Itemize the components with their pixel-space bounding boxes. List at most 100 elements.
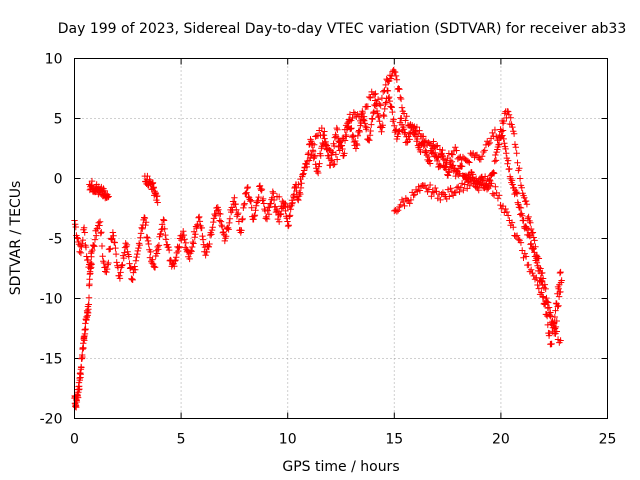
data-point [336, 147, 343, 154]
data-point [555, 302, 562, 309]
data-point [321, 128, 328, 135]
data-point [210, 215, 218, 222]
data-point [96, 218, 104, 225]
data-point [96, 222, 103, 229]
data-point [438, 151, 445, 158]
data-point [385, 93, 393, 101]
data-point [80, 224, 88, 231]
data-point [480, 148, 487, 156]
data-point [233, 206, 240, 213]
data-point [117, 269, 124, 276]
data-point [470, 180, 477, 188]
data-point [354, 132, 362, 139]
data-point [432, 184, 439, 192]
data-point [91, 243, 98, 250]
data-point [515, 201, 522, 208]
data-point [394, 207, 402, 214]
data-point [243, 184, 251, 192]
data-point [294, 196, 301, 203]
data-point [352, 137, 359, 145]
data-point [421, 138, 428, 145]
data-point [255, 193, 262, 201]
data-point [539, 269, 546, 277]
data-point [277, 211, 284, 218]
data-point [460, 186, 467, 194]
data-point [196, 218, 204, 225]
data-point [73, 404, 80, 411]
data-point [133, 253, 140, 261]
data-point [248, 204, 255, 211]
data-point [99, 253, 106, 260]
data-point [101, 187, 108, 195]
data-point [446, 157, 454, 164]
data-point [285, 222, 292, 229]
data-point [511, 141, 519, 148]
data-point [373, 107, 381, 115]
data-point [321, 135, 328, 142]
data-point [535, 285, 543, 292]
data-point [434, 142, 441, 149]
data-point [426, 160, 434, 167]
data-point [190, 240, 197, 247]
data-point [521, 250, 528, 257]
data-point [78, 364, 85, 371]
data-point [258, 187, 265, 194]
data-point [232, 200, 239, 208]
data-point [105, 193, 112, 200]
chart-title: Day 199 of 2023, Sidereal Day-to-day VTE… [58, 21, 627, 37]
data-point [425, 186, 433, 193]
data-point [455, 171, 462, 179]
data-point [396, 86, 403, 93]
data-point [171, 257, 179, 265]
data-point [430, 138, 437, 145]
data-point [510, 130, 518, 137]
data-point [275, 218, 283, 225]
data-point [297, 175, 304, 183]
data-point [187, 247, 195, 254]
data-point [381, 105, 388, 113]
data-point [432, 149, 439, 157]
data-point [539, 275, 547, 282]
data-point [405, 130, 413, 138]
data-point [262, 215, 269, 222]
data-point [330, 142, 338, 150]
data-point [153, 250, 161, 257]
data-point [551, 313, 559, 321]
x-tick-label: 0 [70, 432, 79, 448]
data-point [171, 263, 178, 270]
data-point [282, 200, 289, 208]
data-point [344, 120, 351, 127]
data-point [155, 246, 162, 253]
data-point [494, 195, 502, 202]
data-point [433, 157, 441, 165]
data-point [259, 195, 267, 203]
data-point [489, 190, 496, 197]
data-point [382, 100, 389, 108]
data-point [286, 213, 293, 220]
data-point [210, 218, 217, 226]
data-point [416, 127, 423, 134]
data-point [71, 221, 79, 228]
data-point [80, 344, 87, 352]
data-point [98, 242, 106, 250]
data-point [218, 222, 225, 229]
data-point [231, 194, 238, 201]
data-point [372, 90, 379, 97]
data-point [444, 172, 452, 179]
data-point [340, 135, 347, 142]
data-point [504, 157, 512, 164]
data-point [385, 95, 392, 102]
data-point [443, 159, 450, 166]
data-point [79, 353, 86, 361]
data-point [142, 219, 150, 226]
data-point [466, 182, 473, 189]
data-point [375, 114, 382, 121]
data-point [121, 249, 128, 256]
data-point [543, 298, 550, 305]
data-point [172, 256, 179, 264]
data-point [485, 140, 492, 148]
data-point [339, 145, 346, 153]
data-point [504, 108, 512, 115]
data-point [531, 237, 538, 244]
y-tick-label: 0 [54, 172, 63, 188]
